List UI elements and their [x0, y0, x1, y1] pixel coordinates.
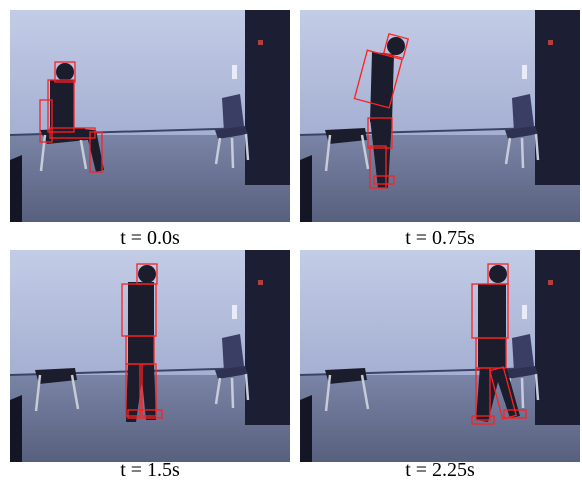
caption: t = 2.25s [405, 459, 475, 481]
caption: t = 0.75s [405, 227, 475, 249]
scene-photo [300, 10, 580, 222]
tracked-person [324, 263, 527, 425]
panel: t = 0.75s [300, 10, 580, 249]
scene-photo [300, 250, 580, 462]
tracked-person [34, 263, 163, 422]
caption: t = 0.0s [120, 227, 180, 249]
panel: t = 1.5s [10, 250, 290, 481]
tracked-person [39, 61, 104, 173]
panel: t = 2.25s [300, 250, 580, 481]
caption: t = 1.5s [120, 459, 180, 481]
panel: t = 0.0s [10, 10, 290, 249]
tracked-person [324, 32, 410, 189]
